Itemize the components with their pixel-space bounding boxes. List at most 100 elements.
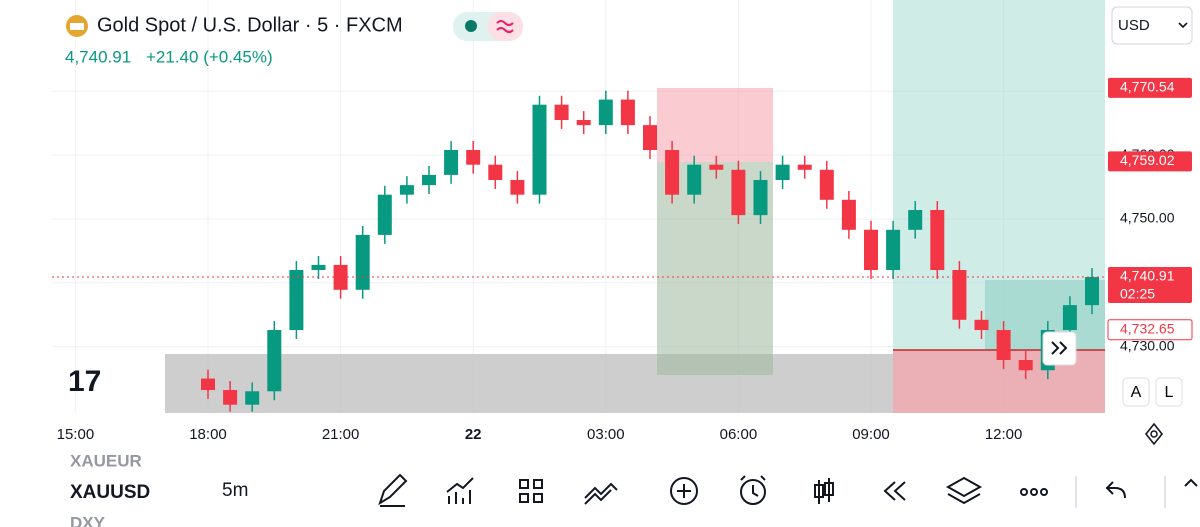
last-price: 4,740.91: [65, 47, 131, 66]
settings-icon-core: [1150, 430, 1158, 438]
layouts[interactable]: [519, 479, 543, 503]
candle-body: [886, 229, 901, 271]
candle-body: [775, 164, 790, 181]
candle-body: [422, 174, 436, 186]
candle-body: [952, 270, 967, 320]
objects[interactable]: [945, 476, 983, 505]
candle-body: [1018, 360, 1033, 371]
candle-body: [841, 199, 856, 230]
price-tag-label: 4,770.54: [1120, 79, 1175, 95]
candle-body: [930, 210, 945, 271]
candles: [201, 90, 1099, 412]
log-scale-button[interactable]: [1155, 377, 1183, 407]
x-tick-label: 21:00: [322, 426, 360, 443]
market-open-dot: [465, 20, 477, 32]
candle-body: [1062, 305, 1077, 331]
draw-tool[interactable]: [378, 473, 408, 507]
scroll-button[interactable]: [1042, 331, 1077, 366]
toolbar-icons: [378, 473, 1198, 508]
y-tick-label: 4,730.00: [1120, 337, 1175, 353]
candle-body: [598, 99, 613, 126]
candle-body: [333, 264, 348, 290]
replay[interactable]: [883, 481, 906, 501]
x-tick-label: 18:00: [189, 426, 227, 443]
candle-body: [643, 125, 657, 151]
candle-body: [1085, 277, 1099, 306]
candle-body: [554, 104, 569, 121]
candle-body: [908, 210, 923, 230]
candle-body: [709, 164, 724, 170]
symbol-icon-bar: [70, 23, 84, 30]
price-tag-label: 4,740.91: [1120, 268, 1175, 284]
auto-scale-button[interactable]: [1122, 377, 1150, 407]
log-scale: L: [1165, 384, 1174, 401]
candle-body: [753, 180, 768, 216]
candle-body: [731, 169, 746, 216]
candle-body: [864, 229, 878, 271]
more[interactable]: [1184, 478, 1198, 487]
candle-body: [532, 104, 547, 195]
add[interactable]: [670, 477, 698, 505]
price-axis: 4,730.004,740.004,750.004,760.004,770.00…: [1107, 77, 1193, 353]
indicators[interactable]: [446, 477, 474, 504]
chevron: [1178, 22, 1188, 29]
candle-body: [466, 150, 481, 165]
candle-body: [819, 169, 834, 200]
drawings: [165, 0, 1105, 413]
candle-body: [797, 164, 812, 170]
logo: 17: [68, 365, 101, 398]
price-change: +21.40 (+0.45%): [146, 47, 273, 66]
candle-body: [399, 185, 414, 195]
candle-body: [488, 164, 503, 181]
alert[interactable]: [740, 479, 766, 505]
candle-body: [996, 330, 1011, 361]
compare[interactable]: [584, 482, 618, 505]
candle-body: [974, 319, 989, 331]
x-tick-label: 22: [465, 426, 482, 443]
candle-body: [620, 99, 635, 126]
price-tag-label: 4,759.02: [1120, 152, 1175, 168]
currency-select[interactable]: [1111, 6, 1193, 45]
candle-body: [576, 120, 591, 126]
undo[interactable]: [1105, 481, 1126, 499]
candle-body: [223, 390, 238, 405]
x-tick-label: 06:00: [720, 426, 758, 443]
candle-body: [201, 378, 215, 391]
candle-body: [377, 194, 392, 235]
symbol-next[interactable]: DXY: [70, 513, 106, 527]
x-tick-label: 03:00: [587, 426, 625, 443]
price-tag: [1108, 151, 1192, 172]
interval[interactable]: 5m: [222, 480, 248, 501]
candle-body: [267, 330, 282, 392]
time-axis: 15:00 18:00 21:00 22 03:00 06:00 09:00 12:00: [57, 426, 1023, 443]
chart-type[interactable]: [814, 478, 834, 504]
x-tick-label: 15:00: [57, 426, 95, 443]
data-icon: [496, 20, 514, 33]
price-tag: [1108, 266, 1192, 303]
symbol-prev[interactable]: XAUEUR: [70, 451, 142, 470]
candle-body: [687, 164, 702, 195]
x-tick-label: 09:00: [852, 426, 890, 443]
candle-body: [510, 180, 525, 195]
status-pill[interactable]: [488, 12, 523, 41]
candle-body: [245, 391, 260, 405]
scroll-icon: [1051, 341, 1068, 355]
candle-body: [444, 150, 459, 175]
price-tag: [1108, 77, 1192, 98]
currency: USD: [1118, 17, 1150, 34]
y-tick-label: 4,750.00: [1120, 210, 1175, 226]
settings-icon[interactable]: [1144, 422, 1164, 446]
symbol-title: Gold Spot / U.S. Dollar · 5 · FXCM: [97, 14, 403, 36]
candle-body: [665, 150, 680, 195]
x-tick-label: 12:00: [985, 426, 1023, 443]
auto-scale: A: [1131, 384, 1142, 401]
countdown: 02:25: [1120, 286, 1155, 302]
symbol-current[interactable]: XAUUSD: [70, 482, 150, 503]
candle-body: [289, 270, 304, 331]
price-tag: [1107, 319, 1193, 341]
price-tag-label: 4,732.65: [1120, 320, 1175, 336]
stop-zone: [657, 88, 773, 162]
candle-body: [355, 234, 370, 290]
candle-body: [311, 264, 326, 271]
